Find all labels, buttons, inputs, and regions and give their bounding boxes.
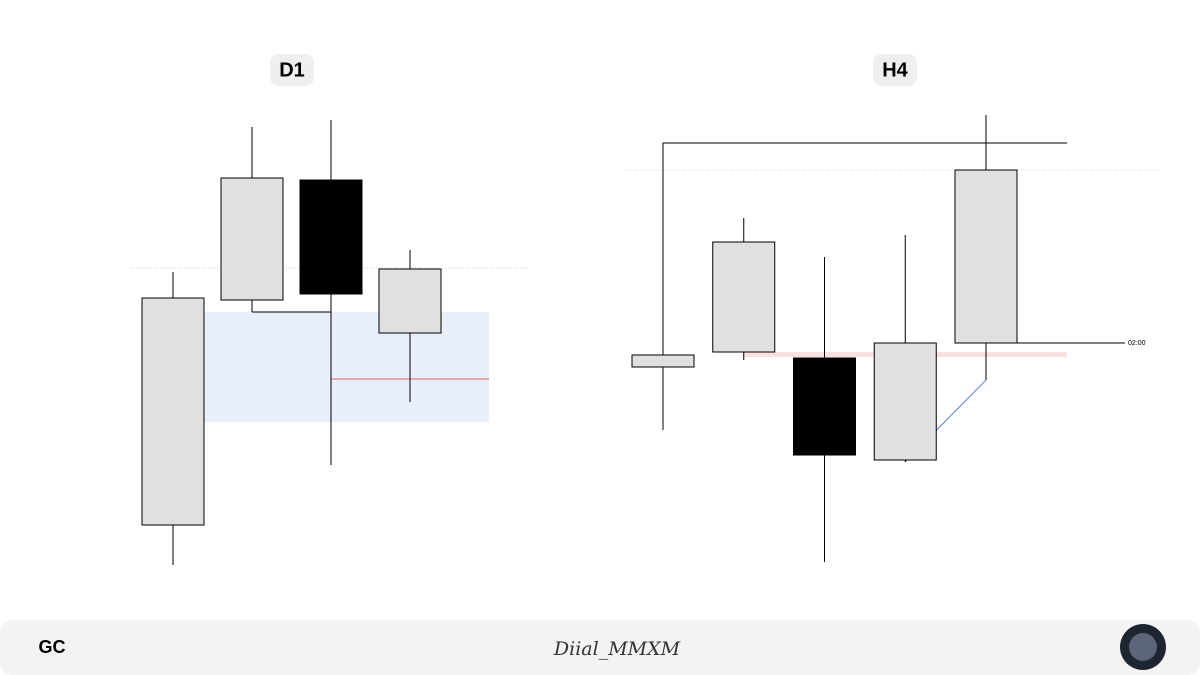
chart-title: D1 [279, 59, 305, 81]
candle-body [220, 177, 284, 301]
candle-body [378, 268, 442, 334]
candle-body [954, 169, 1018, 344]
title-chip [873, 54, 917, 86]
signature: Diial_MMXM [553, 638, 681, 660]
candle-body [299, 179, 363, 295]
candle-body [873, 342, 937, 461]
candle-body [141, 297, 205, 526]
chart-title: H4 [882, 59, 908, 81]
candle-body [793, 357, 856, 456]
candle-body [631, 354, 695, 368]
candle-body [712, 241, 776, 353]
symbol: GC [39, 637, 66, 657]
title-chip [270, 54, 314, 86]
footer [0, 620, 1200, 675]
candles [141, 115, 1018, 565]
logo-inner [1129, 633, 1157, 661]
annotation: 02:00 [1128, 340, 1146, 347]
